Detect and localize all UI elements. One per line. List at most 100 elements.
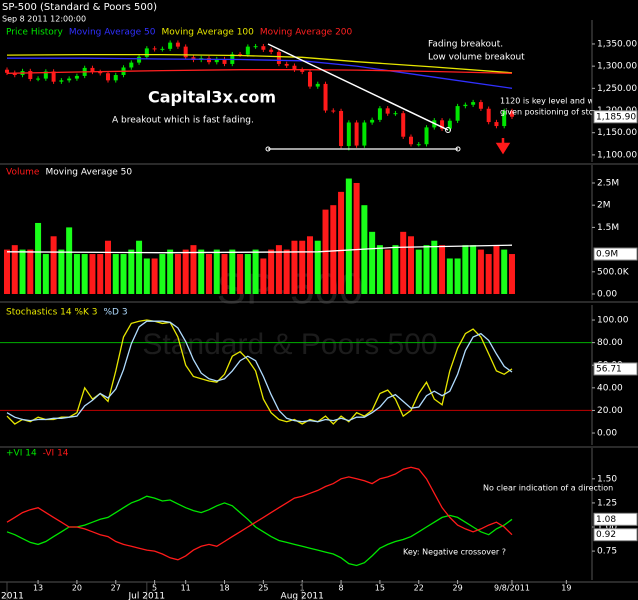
- volume-bar: [97, 254, 104, 295]
- volume-bar: [392, 245, 399, 295]
- price-body: [28, 71, 33, 80]
- x-tick-label: 13: [33, 584, 43, 593]
- volume-bar: [501, 249, 508, 295]
- volume-bar: [50, 236, 57, 295]
- chart-title: SP-500 (Standard & Poors 500): [2, 2, 157, 13]
- legend-entry: Price History: [6, 28, 64, 38]
- price-body: [168, 42, 173, 49]
- volume-bar: [485, 254, 492, 295]
- series-line: [6, 466, 513, 561]
- volume-bar: [431, 240, 438, 295]
- y-tick-label: 20.00: [597, 406, 623, 416]
- price-body: [502, 110, 507, 127]
- price-body: [331, 110, 336, 112]
- price-body: [253, 46, 258, 48]
- price-body: [144, 48, 149, 57]
- volume-bar: [174, 254, 181, 295]
- month-label: Aug 2011: [281, 592, 324, 600]
- x-tick-label: 19: [561, 584, 571, 593]
- series-line: [6, 244, 513, 254]
- x-tick-label: 29: [453, 584, 463, 593]
- y-tick-label: 1,150.00: [597, 128, 637, 138]
- volume-bar: [260, 258, 267, 295]
- volume-bar: [291, 240, 298, 295]
- volume-bar: [205, 254, 212, 295]
- price-body: [292, 65, 297, 70]
- price-body: [284, 63, 289, 66]
- y-tick-label: 1.50: [597, 474, 617, 484]
- annotation: given positioning of stochastics: [500, 108, 626, 117]
- legend-entry: %D 3: [104, 308, 128, 318]
- y-tick-label: 1.5M: [597, 223, 619, 233]
- x-tick-label: 11: [181, 584, 191, 593]
- y-tick-label: 1.25: [597, 498, 617, 508]
- series-line: [6, 69, 513, 74]
- price-body: [113, 75, 118, 81]
- x-tick-label: 27: [111, 584, 121, 593]
- price-body: [509, 110, 514, 117]
- last-value-box: [593, 362, 638, 376]
- volume-bar: [493, 245, 500, 295]
- price-body: [276, 51, 281, 64]
- y-tick-label: 80.00: [597, 338, 623, 348]
- last-value-box: [593, 528, 638, 542]
- price-body: [51, 71, 56, 82]
- last-value-label: 0.9M: [596, 250, 618, 260]
- volume-bar: [268, 249, 275, 295]
- price-body: [440, 120, 445, 129]
- price-body: [183, 46, 188, 58]
- panel: 1,100.001,150.001,200.001,250.001,300.00…: [0, 20, 638, 165]
- x-tick-label: 8: [339, 584, 344, 593]
- price-body: [175, 42, 180, 47]
- price-body: [323, 83, 328, 111]
- price-body: [455, 106, 460, 121]
- volume-bar: [35, 222, 42, 295]
- series-line: [6, 53, 513, 74]
- volume-bar: [112, 254, 119, 295]
- volume-bar: [128, 249, 135, 295]
- series-line: [7, 57, 513, 89]
- legend-entry: Volume: [6, 168, 40, 178]
- last-value-box: [593, 110, 638, 124]
- price-body: [362, 122, 367, 146]
- timestamp: Sep 8 2011 12:00:00: [2, 15, 86, 24]
- price-body: [269, 49, 274, 52]
- price-body: [245, 46, 250, 55]
- legend-entry: Moving Average 50: [69, 28, 156, 38]
- price-body: [214, 59, 219, 63]
- y-tick-label: 1,300.00: [597, 62, 637, 72]
- price-body: [494, 122, 499, 127]
- volume-bar: [415, 249, 422, 295]
- annotation: Low volume breakout: [428, 53, 525, 63]
- support-end: [265, 146, 271, 152]
- volume-bar: [283, 249, 290, 295]
- volume-bar: [345, 178, 352, 295]
- volume-bar: [221, 254, 228, 295]
- price-body: [160, 48, 165, 50]
- x-tick-label: 22: [414, 584, 424, 593]
- volume-bar: [151, 258, 158, 295]
- volume-bar: [477, 249, 484, 295]
- y-tick-label: 2M: [597, 201, 611, 211]
- price-body: [67, 78, 72, 81]
- price-body: [12, 72, 17, 76]
- y-tick-label: 40.00: [597, 383, 623, 393]
- price-body: [36, 78, 41, 80]
- x-tick-label: 20: [72, 584, 82, 593]
- price-body: [261, 46, 266, 50]
- price-body: [152, 48, 157, 50]
- month-label: Jul 2011: [128, 592, 166, 600]
- volume-bar: [229, 249, 236, 295]
- price-body: [307, 71, 312, 87]
- volume-bar: [19, 249, 26, 295]
- volume-bar: [66, 227, 73, 295]
- price-body: [74, 75, 79, 79]
- price-body: [370, 119, 375, 123]
- month-label: 2011: [1, 592, 24, 600]
- price-body: [129, 62, 134, 68]
- legend-entry: +VI 14: [6, 449, 37, 459]
- volume-bar: [407, 236, 414, 295]
- y-tick-label: 1,350.00: [597, 39, 637, 49]
